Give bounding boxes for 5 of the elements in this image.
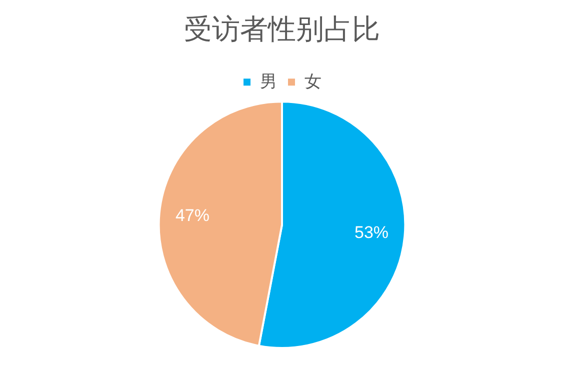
chart-title: 受访者性别占比 <box>184 14 380 45</box>
data-label: 47% <box>175 206 210 226</box>
data-label: 53% <box>354 222 389 242</box>
legend-label: 女 <box>304 72 322 91</box>
legend-label: 男 <box>260 72 277 91</box>
